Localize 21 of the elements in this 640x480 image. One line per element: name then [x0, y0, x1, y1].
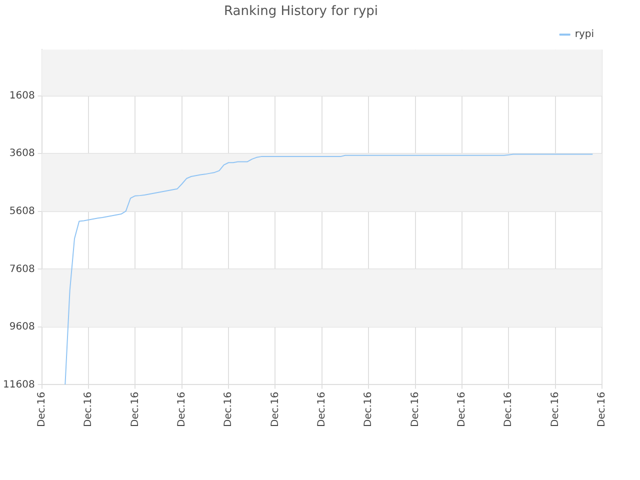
y-tick-label: 5608	[9, 206, 35, 217]
x-tick-label: Dec.16	[176, 392, 188, 428]
x-tick-label: Dec.16	[456, 392, 468, 428]
x-tick-label: Dec.16	[316, 392, 328, 428]
y-tick-label: 11608	[3, 379, 35, 390]
y-tick-label: 1608	[9, 90, 35, 102]
x-tick-label: Dec.16	[130, 392, 141, 428]
x-tick-label: Dec.16	[83, 392, 94, 428]
x-tick-label: Dec.16	[596, 392, 608, 428]
chart-title: Ranking History for rypi	[224, 4, 378, 20]
x-tick-label: Dec.16	[363, 392, 374, 428]
x-tick-label: Dec.16	[503, 392, 514, 428]
x-tick-label: Dec.16	[223, 392, 234, 428]
y-tick-label: 3608	[9, 148, 35, 160]
x-tick-label: Dec.16	[270, 392, 281, 428]
x-tick-label: Dec.16	[410, 392, 421, 428]
y-tick-label: 7608	[9, 264, 35, 275]
y-tick-label: 9608	[9, 322, 35, 333]
legend-label: rypi	[574, 29, 594, 40]
x-tick-label: Dec.16	[550, 392, 561, 428]
x-tick-label: Dec.16	[36, 392, 48, 428]
